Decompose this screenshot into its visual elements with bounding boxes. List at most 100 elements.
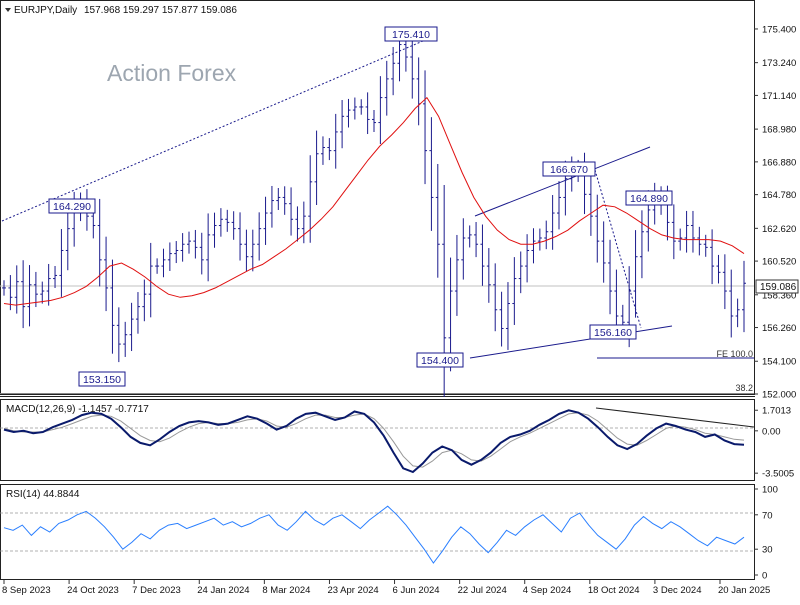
price-bar xyxy=(474,222,479,258)
price-bar xyxy=(703,234,708,257)
price-bar xyxy=(129,302,134,352)
time-axis-label: 7 Dec 2023 xyxy=(132,585,181,596)
price-bar xyxy=(531,228,536,264)
price-axis-label: 156.260 xyxy=(762,323,796,334)
price-bar xyxy=(690,210,695,253)
price-bar xyxy=(461,218,466,280)
price-bar xyxy=(53,266,58,288)
price-bar xyxy=(448,257,453,372)
price-bar xyxy=(729,269,734,338)
price-axis-label: 158.360 xyxy=(762,290,796,301)
price-axis-label: 162.620 xyxy=(762,224,796,235)
price-bar xyxy=(454,234,459,316)
time-axis-label: 6 Jun 2024 xyxy=(393,585,440,596)
price-axis-label: 166.880 xyxy=(762,157,796,168)
price-bar xyxy=(218,208,223,237)
price-bar xyxy=(410,37,415,99)
price-bar xyxy=(187,231,191,254)
price-bar xyxy=(116,307,121,363)
price-bar xyxy=(557,181,561,230)
time-axis: 8 Sep 2023 24 Oct 2023 7 Dec 2023 24 Jan 20… xyxy=(2,580,770,596)
price-bar xyxy=(588,174,593,236)
price-annotations: 175.410 164.290 153.150 166.670 164.890 … xyxy=(48,26,753,393)
price-bar xyxy=(206,213,211,282)
price-bar xyxy=(46,263,51,306)
label-low-3: 154.400 xyxy=(421,355,459,367)
price-bar xyxy=(372,110,376,132)
price-bar xyxy=(722,254,727,310)
last-price-label: 159.086 xyxy=(760,282,797,293)
price-series xyxy=(2,26,746,398)
price-bar xyxy=(327,138,332,161)
rsi-title: RSI(14) 44.8844 xyxy=(6,489,80,500)
time-axis-label: 23 Apr 2024 xyxy=(327,585,378,596)
price-bar xyxy=(742,260,746,333)
trendline-dotted-upper xyxy=(1,34,438,222)
price-bar xyxy=(40,281,45,304)
price-bar xyxy=(238,212,243,261)
macd-title: MACD(12,26,9) -1.1457 -0.7717 xyxy=(6,404,149,415)
price-bar xyxy=(314,130,319,206)
price-bar xyxy=(678,228,683,251)
macd-axis-label: 0.00 xyxy=(762,426,781,437)
price-bar xyxy=(301,201,306,244)
price-bar xyxy=(97,198,102,287)
price-bar xyxy=(735,298,740,328)
price-bar xyxy=(27,265,32,327)
rsi-axis-label: 100 xyxy=(762,485,778,496)
price-bar xyxy=(550,195,555,250)
label-high-3: 166.670 xyxy=(550,164,588,176)
price-bar xyxy=(340,100,345,149)
price-bar xyxy=(467,225,472,248)
price-bar xyxy=(697,226,702,256)
price-bar xyxy=(716,254,721,284)
price-bar xyxy=(295,206,300,242)
price-bar xyxy=(493,263,498,332)
macd-axis: 1.7013 0.00 -3.5005 xyxy=(754,406,794,480)
price-bar xyxy=(199,232,204,275)
price-axis-label: 175.400 xyxy=(762,24,796,35)
price-bar xyxy=(378,76,383,145)
time-axis-label: 8 Sep 2023 xyxy=(2,585,51,596)
price-bar xyxy=(193,229,198,259)
rsi-panel xyxy=(0,484,755,580)
price-bar xyxy=(308,155,313,243)
price-bar xyxy=(595,194,600,263)
rsi-line xyxy=(3,505,745,564)
price-axis-label: 164.780 xyxy=(762,190,796,201)
price-bar xyxy=(684,210,689,253)
price-axis-label: 152.000 xyxy=(762,390,796,401)
price-bar xyxy=(65,208,70,271)
price-bar xyxy=(148,242,153,318)
price-bar xyxy=(212,212,217,248)
price-bar xyxy=(282,186,287,215)
price-bar xyxy=(269,185,274,228)
price-axis-label: 171.140 xyxy=(762,91,796,102)
price-bar xyxy=(384,60,389,116)
price-axis-label: 154.100 xyxy=(762,357,796,368)
last-price-box xyxy=(755,279,799,294)
price-bar xyxy=(671,204,676,260)
label-low-2: 156.160 xyxy=(594,327,632,339)
price-bar xyxy=(244,229,249,272)
price-bar xyxy=(33,271,38,308)
price-bar xyxy=(608,239,613,315)
macd-line xyxy=(3,409,745,474)
price-bar xyxy=(231,211,236,240)
label-high-1: 175.410 xyxy=(392,29,430,41)
price-bar xyxy=(104,236,109,312)
price-bar xyxy=(333,113,338,169)
price-bar xyxy=(544,220,549,250)
price-bar xyxy=(320,136,325,165)
time-axis-label: 18 Oct 2024 xyxy=(588,585,640,596)
rsi-axis: 100 70 30 0 xyxy=(754,485,778,582)
price-bar xyxy=(123,321,128,357)
price-bar xyxy=(537,228,542,251)
price-bar xyxy=(174,241,179,264)
price-bar xyxy=(346,98,351,128)
ohlc-label: 157.968 159.297 157.877 159.086 xyxy=(84,5,237,16)
price-bar xyxy=(289,187,294,236)
time-axis-label: 20 Jan 2025 xyxy=(718,585,770,596)
label-low-1: 153.150 xyxy=(83,374,121,386)
